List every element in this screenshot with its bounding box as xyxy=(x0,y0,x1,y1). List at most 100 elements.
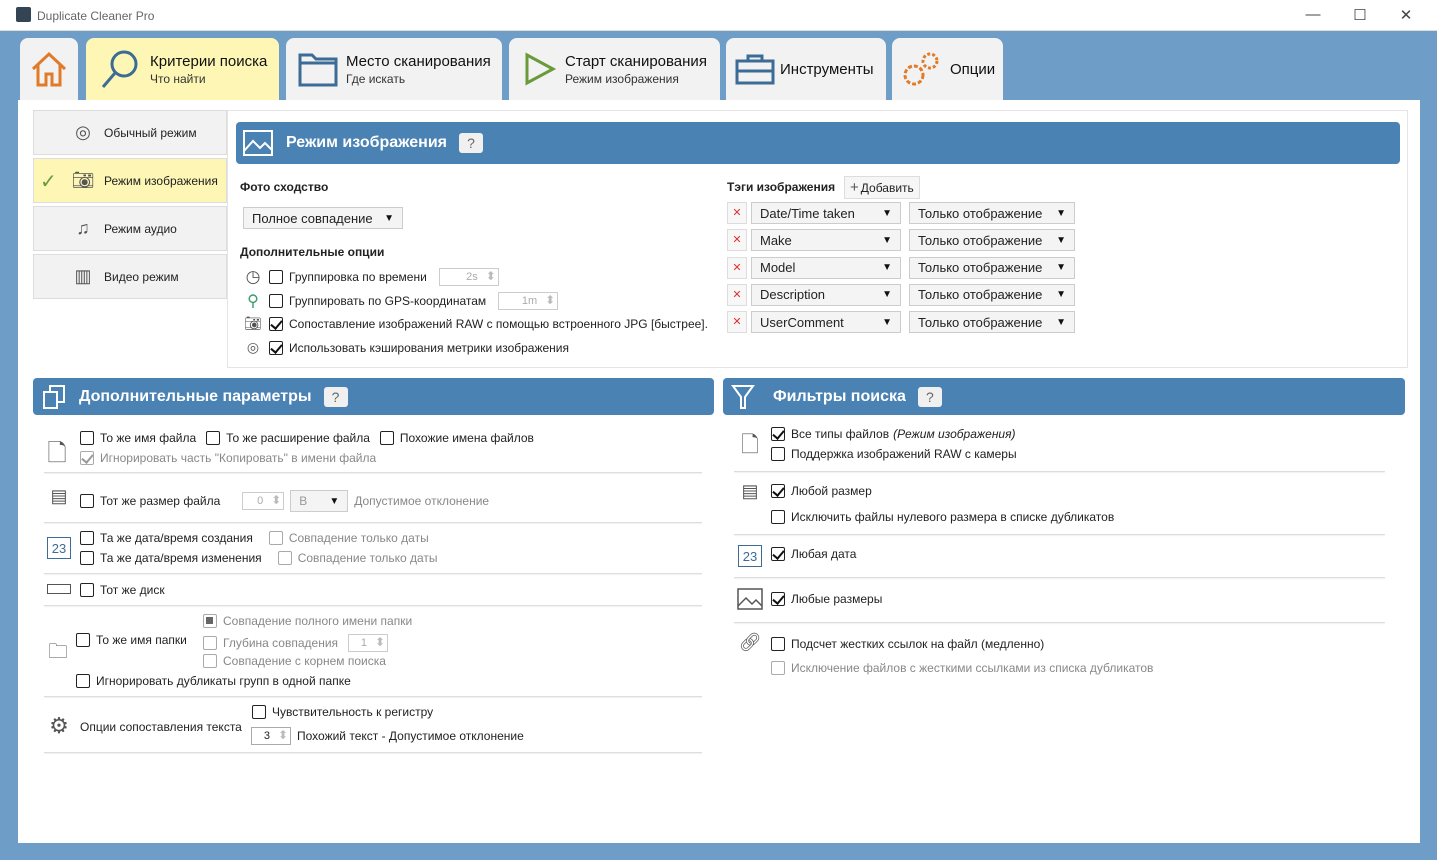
spinner-value: 1m xyxy=(521,295,538,307)
home-icon xyxy=(31,51,67,87)
tag-mode-dropdown[interactable]: Только отображение xyxy=(909,283,1075,306)
any-size-row: Любой размер xyxy=(771,484,872,498)
root-match-checkbox[interactable] xyxy=(203,654,217,668)
tag-dropdown[interactable]: Make xyxy=(751,229,901,252)
exclude-hardlinks-checkbox[interactable] xyxy=(771,661,785,675)
cache-checkbox[interactable] xyxy=(269,340,283,355)
root-match-row: Совпадение с корнем поиска xyxy=(203,654,386,668)
remove-tag-button[interactable]: ✕ xyxy=(727,256,747,279)
calendar-icon: 23 xyxy=(738,545,762,567)
similar-names-checkbox[interactable] xyxy=(379,431,394,445)
ignore-same-folder-checkbox[interactable] xyxy=(76,674,90,688)
created-date-only-checkbox[interactable] xyxy=(268,531,283,545)
minimize-button[interactable]: — xyxy=(1305,6,1321,23)
tag-dropdown[interactable]: Model xyxy=(751,256,901,279)
full-folder-checkbox[interactable] xyxy=(203,614,217,628)
size-unit-dropdown[interactable]: B xyxy=(290,490,349,512)
time-spinner[interactable]: 2s xyxy=(438,268,499,286)
any-size-checkbox[interactable] xyxy=(771,484,785,498)
same-disk-checkbox[interactable] xyxy=(80,583,94,597)
remove-tag-button[interactable]: ✕ xyxy=(727,202,747,224)
tab-home[interactable] xyxy=(20,38,78,100)
file-size-icon: ▤ xyxy=(741,481,759,501)
ignore-copy-checkbox[interactable] xyxy=(80,451,94,465)
tab-tools[interactable]: Инструменты xyxy=(726,38,886,100)
tag-mode-dropdown[interactable]: Только отображение xyxy=(909,311,1075,334)
panel-title: Режим изображения xyxy=(286,134,448,151)
tag-mode-value: Только отображение xyxy=(918,260,1043,276)
raw-jpg-checkbox[interactable] xyxy=(269,316,283,331)
depth-spinner[interactable]: 1 xyxy=(348,634,389,652)
help-button[interactable]: ? xyxy=(323,386,348,407)
add-tag-button[interactable]: + Добавить xyxy=(844,176,920,199)
option-label: Любые размеры xyxy=(791,592,883,606)
mode-label: Режим аудио xyxy=(104,221,177,236)
gps-group-row: ⚲ Группировать по GPS-координатам 1m xyxy=(243,291,559,311)
mode-audio[interactable]: ♫ Режим аудио xyxy=(33,206,227,251)
any-dims-checkbox[interactable] xyxy=(771,592,785,606)
tab-scan-location[interactable]: Место сканирования Где искать xyxy=(286,38,502,100)
mode-normal[interactable]: ◎ Обычный режим xyxy=(33,110,227,155)
toolbox-icon xyxy=(735,54,775,85)
tag-mode-dropdown[interactable]: Только отображение xyxy=(909,256,1075,279)
remove-tag-button[interactable]: ✕ xyxy=(727,311,747,334)
created-row: Та же дата/время создания Совпадение толь… xyxy=(80,531,429,545)
panel-title: Дополнительные параметры xyxy=(79,387,312,405)
option-label: То же имя папки xyxy=(96,633,187,647)
tag-mode-value: Только отображение xyxy=(918,287,1043,303)
tab-options[interactable]: Опции xyxy=(892,38,1003,100)
gps-group-checkbox[interactable] xyxy=(269,294,283,308)
tag-mode-value: Только отображение xyxy=(918,205,1043,221)
any-date-checkbox[interactable] xyxy=(771,547,785,561)
same-folder-checkbox[interactable] xyxy=(76,633,90,647)
depth-row: Глубина совпадения 1 xyxy=(203,634,389,652)
tab-start-scan[interactable]: Старт сканирования Режим изображения xyxy=(509,38,720,100)
exclude-zero-checkbox[interactable] xyxy=(771,510,785,524)
tag-mode-dropdown[interactable]: Только отображение xyxy=(909,229,1075,252)
tag-value: Description xyxy=(760,287,826,303)
similarity-dropdown[interactable]: Полное совпадение xyxy=(243,207,403,229)
option-label: Тот же размер файла xyxy=(100,494,221,508)
same-name-checkbox[interactable] xyxy=(80,431,94,445)
search-icon xyxy=(101,50,138,88)
tag-dropdown[interactable]: Date/Time taken xyxy=(751,202,901,224)
option-label: Группировать по GPS-координатам xyxy=(289,294,487,308)
ignore-same-folder-row: Игнорировать дубликаты групп в одной пап… xyxy=(76,674,351,688)
remove-tag-button[interactable]: ✕ xyxy=(727,229,747,252)
same-ext-checkbox[interactable] xyxy=(206,431,221,445)
hardlinks-checkbox[interactable] xyxy=(771,637,785,651)
mode-video[interactable]: ▥ Видео режим xyxy=(33,254,227,299)
same-modified-checkbox[interactable] xyxy=(80,551,94,565)
tab-label: Опции xyxy=(950,60,996,78)
remove-tag-button[interactable]: ✕ xyxy=(727,283,747,306)
gps-spinner[interactable]: 1m xyxy=(498,292,559,310)
extra-options-label: Дополнительные опции xyxy=(240,245,385,259)
option-label: Исключение файлов с жесткими ссылками из… xyxy=(791,661,1154,675)
tag-mode-dropdown[interactable]: Только отображение xyxy=(909,202,1075,224)
option-label: Группировка по времени xyxy=(289,270,427,284)
same-created-checkbox[interactable] xyxy=(80,531,94,545)
size-spinner[interactable]: 0 xyxy=(242,492,285,510)
maximize-button[interactable]: ☐ xyxy=(1353,7,1367,24)
help-button[interactable]: ? xyxy=(459,133,484,153)
mode-image[interactable]: ✓ 📷︎ Режим изображения xyxy=(33,158,227,203)
time-group-checkbox[interactable] xyxy=(269,270,283,284)
help-button[interactable]: ? xyxy=(917,386,942,407)
tag-dropdown[interactable]: Description xyxy=(751,283,901,306)
tab-search-criteria[interactable]: Критерии поиска Что найти xyxy=(86,38,279,100)
modified-date-only-checkbox[interactable] xyxy=(277,551,292,565)
spinner-value: 3 xyxy=(263,730,270,742)
tag-dropdown[interactable]: UserComment xyxy=(751,311,901,334)
raw-checkbox[interactable] xyxy=(771,447,785,461)
add-label: Добавить xyxy=(860,180,914,195)
similar-text-spinner[interactable]: 3 xyxy=(251,727,291,745)
case-checkbox[interactable] xyxy=(252,705,266,719)
close-button[interactable]: ✕ xyxy=(1399,7,1413,24)
file-size-icon: ▤ xyxy=(50,486,68,506)
all-types-checkbox[interactable] xyxy=(771,427,785,441)
same-size-checkbox[interactable] xyxy=(80,494,94,508)
music-icon: ♫ xyxy=(76,218,90,238)
depth-checkbox[interactable] xyxy=(203,636,217,650)
mode-label: Обычный режим xyxy=(104,125,197,140)
image-icon xyxy=(243,130,273,156)
